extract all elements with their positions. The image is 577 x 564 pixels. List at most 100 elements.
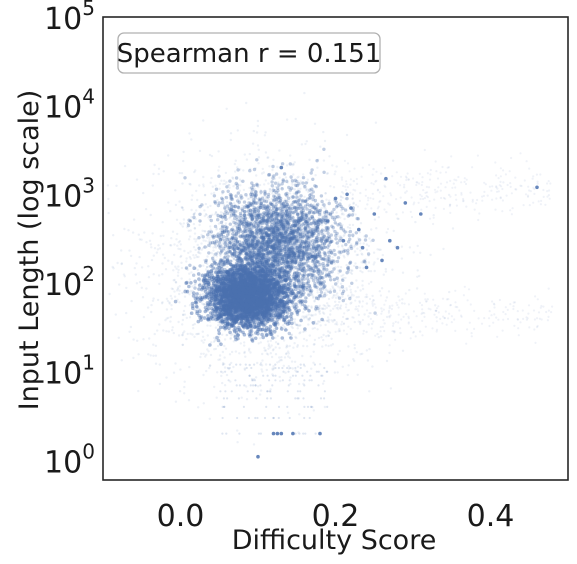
scatter-point xyxy=(367,199,370,202)
scatter-point xyxy=(209,245,212,248)
scatter-point xyxy=(310,306,313,309)
scatter-point xyxy=(183,392,186,395)
scatter-point xyxy=(243,219,247,222)
scatter-point xyxy=(463,177,466,180)
scatter-point xyxy=(115,184,118,187)
scatter-point xyxy=(401,211,404,214)
scatter-point xyxy=(321,319,325,322)
scatter-point xyxy=(275,253,278,256)
scatter-point xyxy=(214,211,218,214)
scatter-point xyxy=(195,255,199,259)
scatter-point xyxy=(292,306,296,309)
scatter-point xyxy=(288,162,292,166)
scatter-point xyxy=(296,234,299,237)
scatter-point xyxy=(332,307,335,310)
scatter-point xyxy=(248,197,251,200)
scatter-point xyxy=(540,199,543,202)
scatter-point xyxy=(266,340,270,343)
scatter-point xyxy=(156,329,159,332)
scatter-point xyxy=(413,201,416,204)
scatter-point xyxy=(385,210,388,214)
scatter-point xyxy=(371,302,374,305)
scatter-point xyxy=(178,292,181,296)
scatter-point xyxy=(198,149,202,153)
scatter-point xyxy=(313,338,317,342)
scatter-point xyxy=(536,180,539,183)
scatter-point xyxy=(220,313,223,317)
scatter-point xyxy=(152,354,155,357)
scatter-point xyxy=(488,324,491,328)
scatter-point xyxy=(243,341,246,344)
scatter-point xyxy=(296,250,299,253)
scatter-point xyxy=(388,344,391,347)
scatter-point xyxy=(392,322,395,325)
scatter-point xyxy=(308,208,311,211)
scatter-point xyxy=(504,173,507,176)
scatter-point xyxy=(335,278,338,281)
scatter-point xyxy=(267,268,271,271)
scatter-point xyxy=(514,176,517,179)
scatter-point xyxy=(483,190,486,193)
scatter-point xyxy=(234,350,238,353)
scatter-point xyxy=(209,228,212,231)
scatter-point xyxy=(367,315,370,318)
scatter-point xyxy=(287,294,291,298)
scatter-point xyxy=(177,271,180,274)
scatter-point xyxy=(240,330,244,333)
scatter-point xyxy=(228,186,231,189)
scatter-point xyxy=(277,287,280,290)
scatter-point xyxy=(280,308,283,312)
scatter-point xyxy=(165,297,169,300)
scatter-point xyxy=(193,227,197,230)
scatter-point xyxy=(226,304,230,307)
scatter-point xyxy=(258,282,261,285)
scatter-point xyxy=(314,174,317,177)
scatter-point xyxy=(417,201,420,204)
scatter-point xyxy=(223,214,226,217)
scatter-point xyxy=(347,364,350,367)
scatter-point xyxy=(350,301,353,304)
scatter-point xyxy=(266,278,270,281)
scatter-point xyxy=(502,310,505,314)
scatter-point xyxy=(420,195,423,198)
scatter-point xyxy=(162,170,165,173)
scatter-point xyxy=(266,313,269,316)
scatter-point xyxy=(266,235,269,239)
scatter-point xyxy=(295,255,299,258)
scatter-point xyxy=(223,238,227,242)
scatter-point xyxy=(284,286,288,289)
scatter-point xyxy=(332,186,336,189)
scatter-point xyxy=(383,322,386,325)
scatter-point xyxy=(221,350,225,354)
scatter-point xyxy=(302,173,305,176)
scatter-point xyxy=(444,310,447,313)
scatter-point xyxy=(201,229,204,232)
scatter-point xyxy=(261,256,265,260)
scatter-point xyxy=(134,273,137,276)
scatter-point xyxy=(361,284,364,287)
scatter-point xyxy=(458,309,461,312)
scatter-point xyxy=(306,279,309,282)
scatter-point xyxy=(312,409,315,412)
scatter-point xyxy=(169,320,172,323)
scatter-point xyxy=(242,169,245,172)
scatter-point xyxy=(197,251,201,254)
scatter-point xyxy=(285,278,288,281)
scatter-point xyxy=(205,369,208,373)
scatter-point xyxy=(315,266,318,269)
scatter-point xyxy=(357,238,362,242)
scatter-point xyxy=(192,273,196,277)
scatter-point xyxy=(542,195,545,198)
scatter-point xyxy=(257,230,260,233)
scatter-point xyxy=(214,302,217,306)
scatter-point xyxy=(549,182,552,185)
scatter-point xyxy=(546,319,550,322)
scatter-point xyxy=(361,305,364,308)
scatter-point xyxy=(332,295,335,298)
scatter-point xyxy=(204,230,207,233)
scatter-point xyxy=(397,321,400,324)
scatter-point xyxy=(339,199,343,202)
scatter-point xyxy=(506,317,510,321)
scatter-point xyxy=(289,376,292,379)
scatter-point xyxy=(265,352,269,355)
